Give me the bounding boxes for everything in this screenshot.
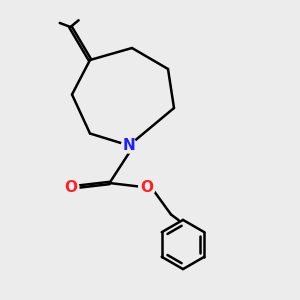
- Circle shape: [139, 179, 155, 196]
- Text: O: O: [64, 180, 77, 195]
- Circle shape: [62, 179, 79, 196]
- Text: O: O: [140, 180, 154, 195]
- Text: N: N: [123, 138, 135, 153]
- Circle shape: [122, 138, 136, 153]
